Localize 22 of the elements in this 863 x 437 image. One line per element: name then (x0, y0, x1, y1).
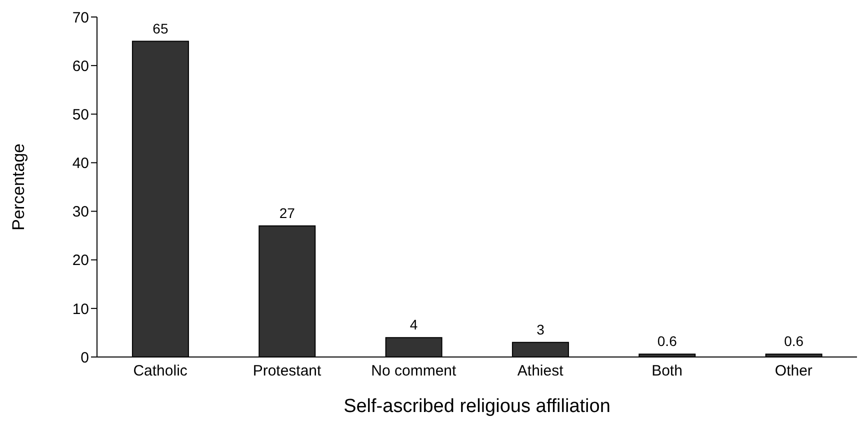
y-tick-label: 60 (72, 58, 89, 75)
y-tick-label: 20 (72, 252, 89, 270)
y-tick-label: 50 (72, 106, 89, 124)
data-label: 65 (152, 20, 168, 36)
x-axis-title: Self-ascribed religious affiliation (344, 396, 610, 417)
x-tick-label: No comment (371, 362, 458, 380)
x-tick-label: Protestant (252, 362, 322, 380)
x-tick-label: Both (652, 362, 682, 380)
data-label: 0.6 (657, 333, 678, 350)
y-tick-label: 0 (80, 349, 89, 366)
y-tick-label: 10 (72, 300, 89, 318)
x-tick-label: Catholic (133, 362, 188, 380)
data-label: 4 (410, 316, 418, 333)
data-label: 0.6 (784, 333, 804, 350)
data-label: 3 (536, 321, 545, 338)
y-tick-label: 30 (72, 204, 89, 221)
data-label: 27 (279, 204, 296, 221)
y-tick-label: 40 (72, 155, 89, 172)
y-axis-title: Percentage (9, 144, 28, 230)
x-tick-label: Other (774, 362, 812, 380)
y-tick-label: 70 (72, 9, 89, 26)
x-tick-label: Athiest (517, 362, 564, 380)
